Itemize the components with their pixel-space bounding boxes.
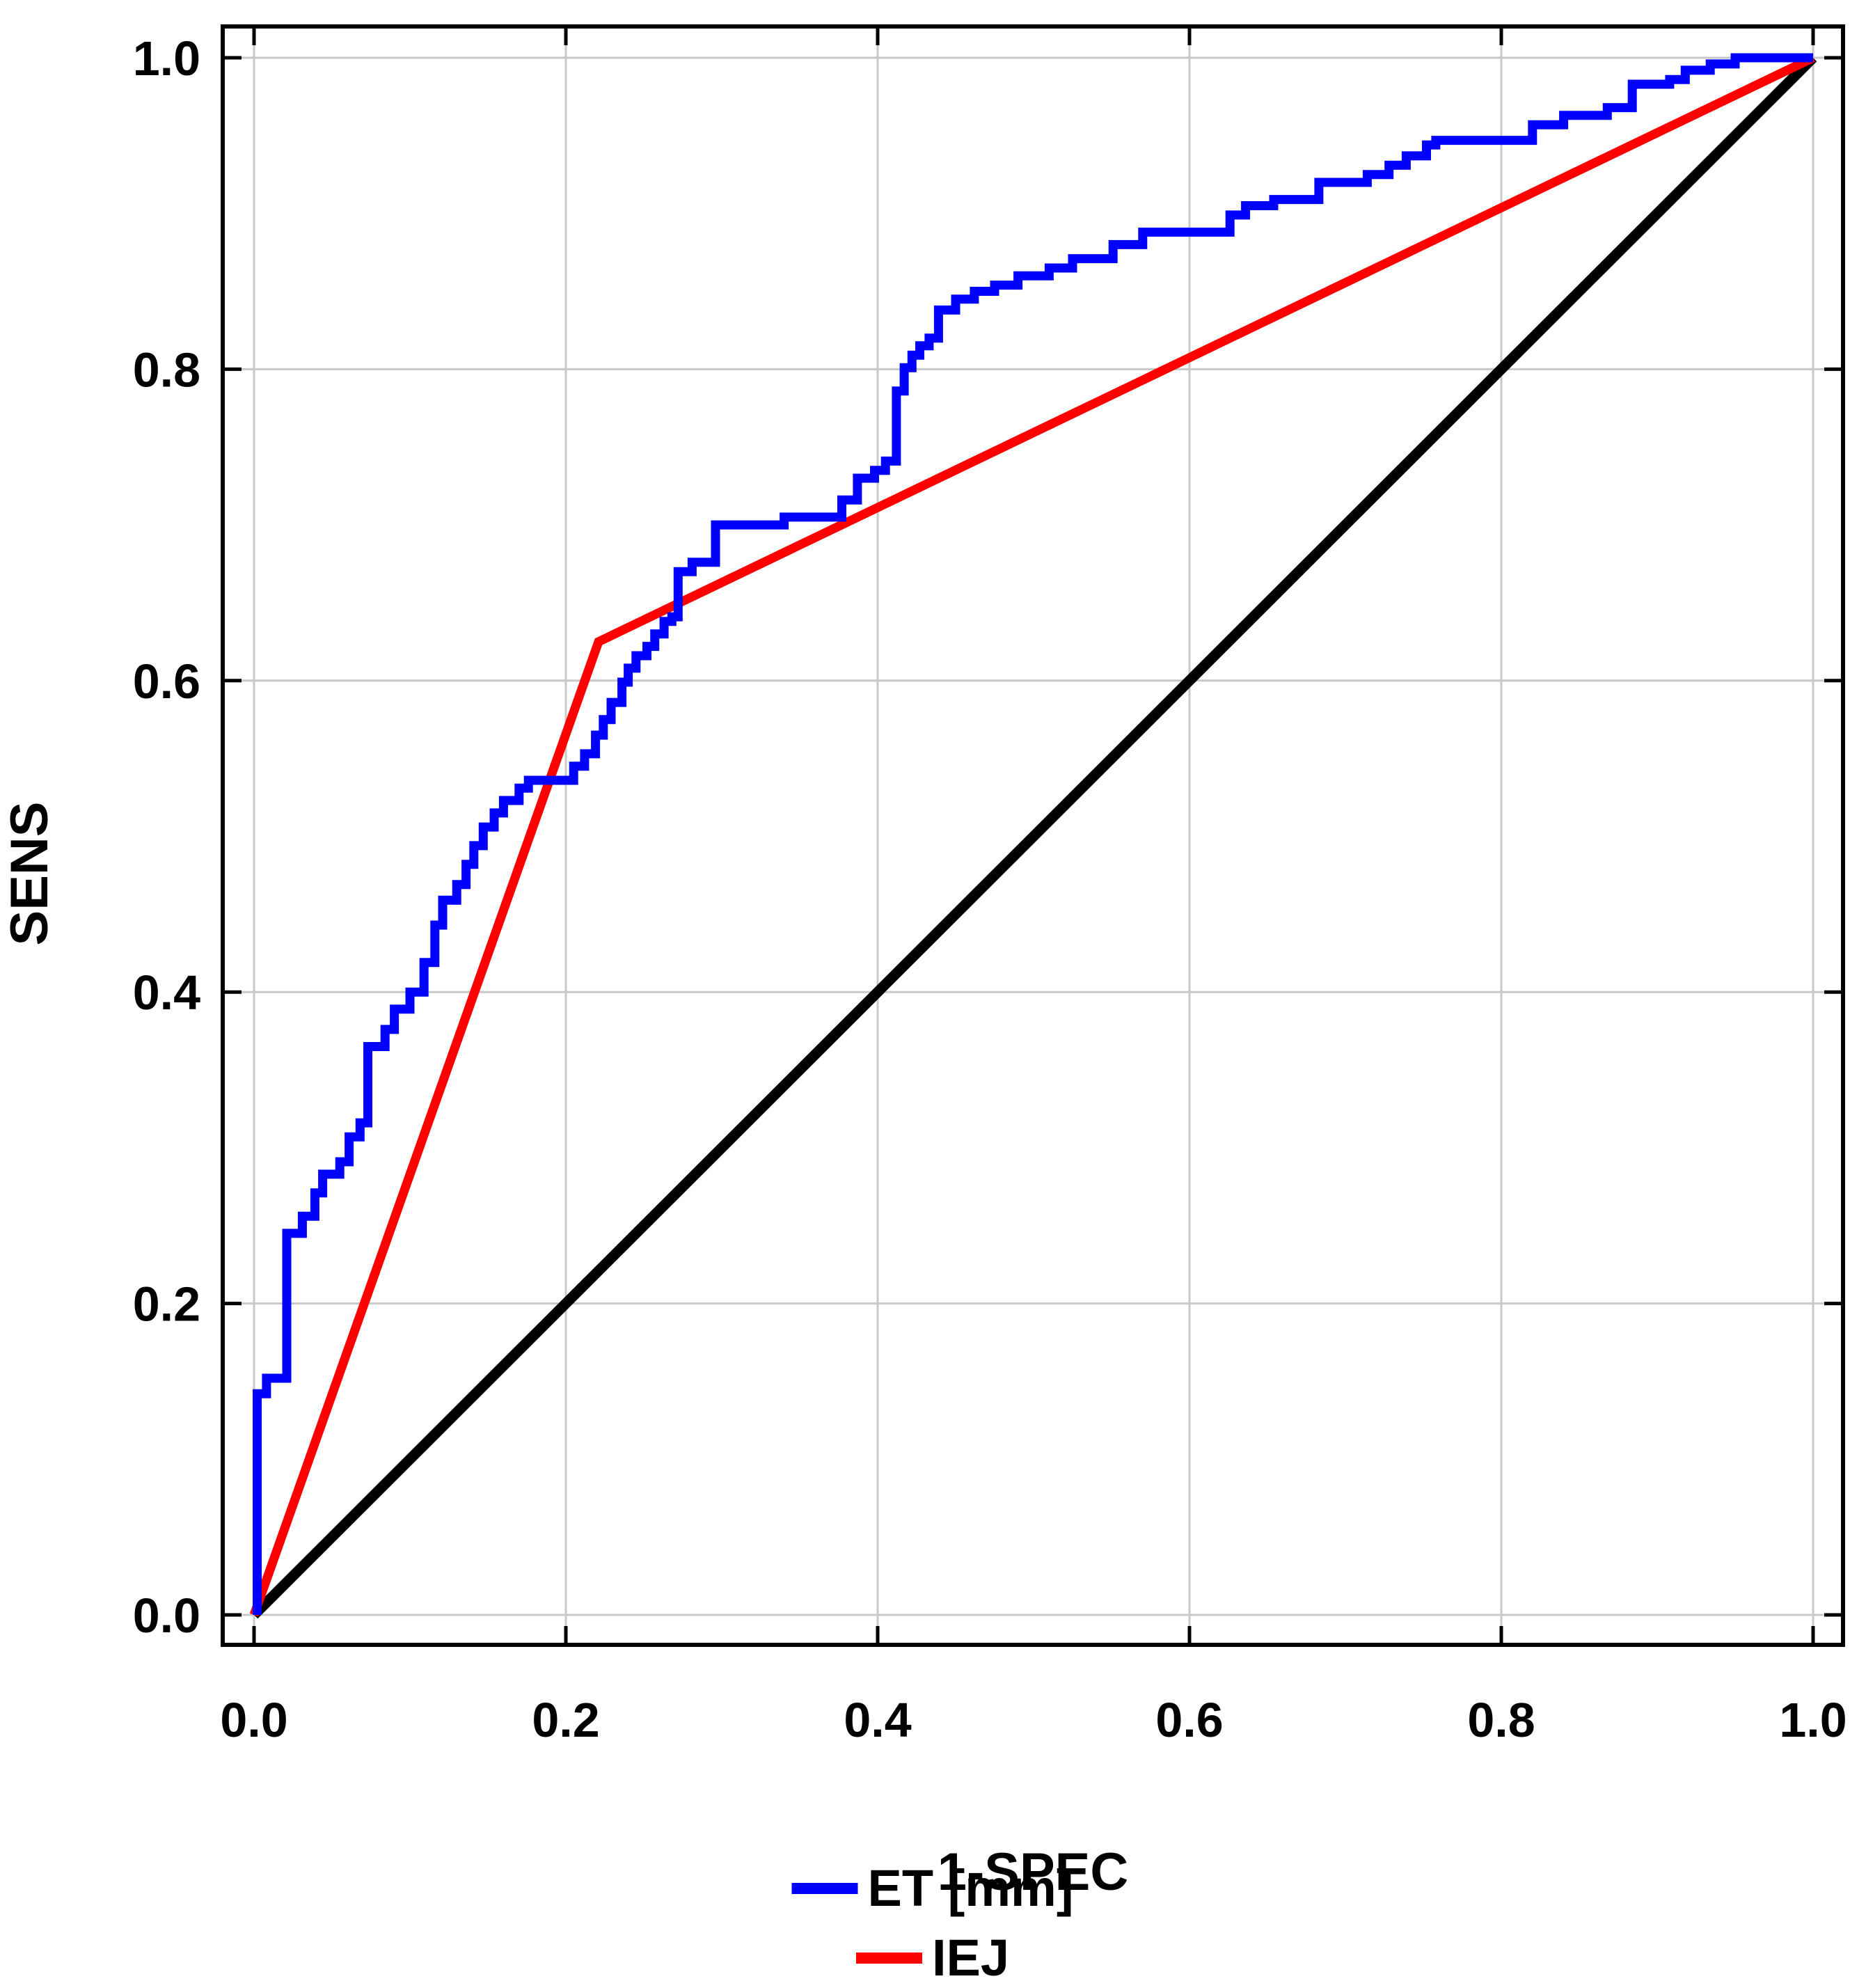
x-tick-label: 0.4 — [844, 1693, 911, 1747]
x-axis-title: 1-SPEC — [938, 1843, 1129, 1902]
y-tick-label: 0.8 — [133, 342, 200, 397]
x-tick-label: 0.6 — [1155, 1693, 1223, 1747]
series-iej — [249, 54, 1815, 1617]
y-tick-label: 1.0 — [133, 31, 200, 86]
plot-frame — [221, 24, 1845, 1647]
y-tick-label: 0.6 — [133, 654, 200, 709]
x-tick-label: 0.2 — [532, 1693, 599, 1747]
legend-label: ET [mm] — [868, 1859, 1074, 1917]
y-tick-label: 0.4 — [133, 965, 200, 1020]
x-tick-label: 0.8 — [1467, 1693, 1535, 1747]
y-tick-label: 0.0 — [133, 1588, 200, 1643]
legend-label: IEJ — [932, 1929, 1009, 1987]
y-tick-label: 0.2 — [133, 1277, 200, 1332]
series-reference-diagonal — [250, 54, 1817, 1619]
x-tick-label: 0.0 — [220, 1693, 287, 1747]
x-tick-label: 1.0 — [1779, 1693, 1847, 1747]
y-axis-title: SENS — [0, 802, 59, 946]
series-et-mm- — [253, 53, 1813, 1615]
